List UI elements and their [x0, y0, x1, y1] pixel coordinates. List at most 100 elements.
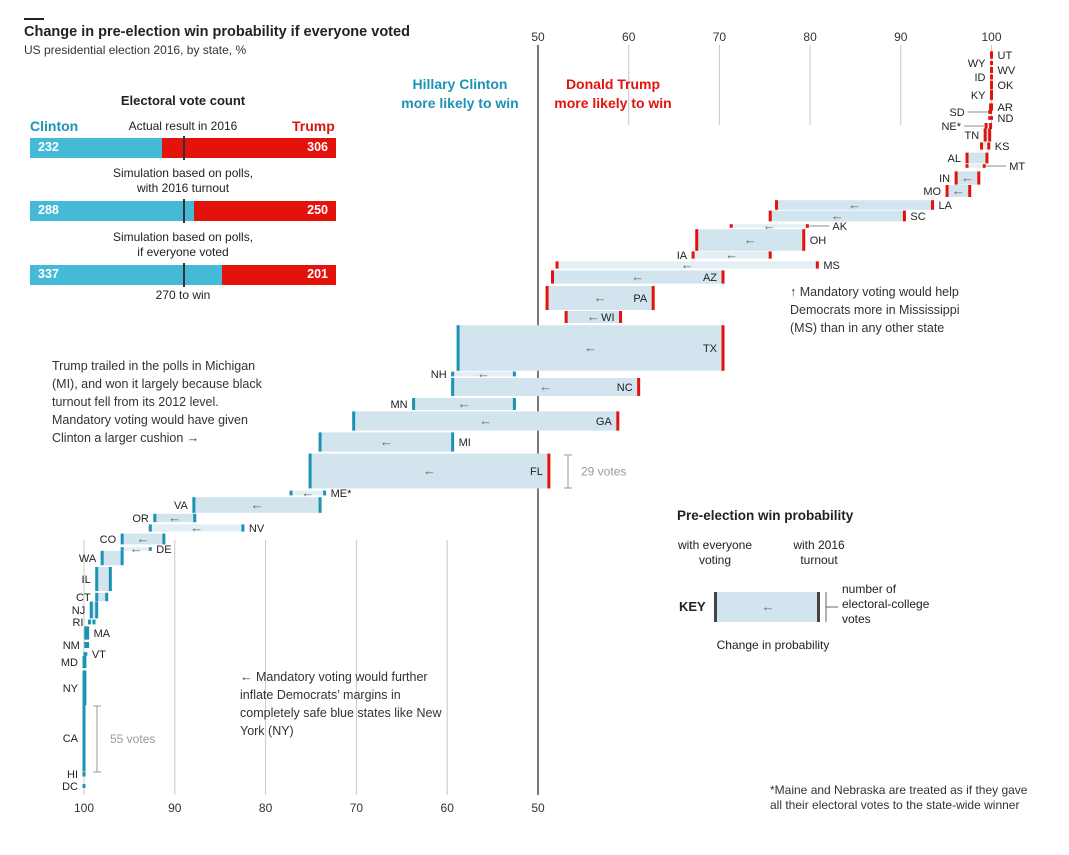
- ev-bar-everyone: 337 201: [30, 263, 336, 287]
- marker-2016-co: [162, 533, 166, 545]
- marker-everyone-il: [95, 567, 99, 591]
- top-axis-tick-70: 70: [713, 30, 727, 44]
- band-mi: [320, 432, 453, 452]
- ev-bar-2016turnout: 288 250: [30, 199, 336, 223]
- marker-2016-ri: [92, 619, 96, 625]
- state-label-co: CO: [100, 534, 117, 546]
- trump-legend-line2: more likely to win: [554, 95, 672, 111]
- marker-2016-tx: [721, 325, 725, 371]
- band-mt: [967, 164, 985, 168]
- arrow-az: ←: [631, 269, 644, 284]
- ev-caption-actual-line1: Actual result in 2016: [128, 119, 238, 133]
- marker-everyone-tn: [983, 128, 987, 142]
- marker-everyone-ga: [352, 411, 356, 431]
- bottom-axis-tick-90: 90: [168, 801, 182, 815]
- marker-2016-fl: [547, 453, 551, 489]
- arrow-tx: ←: [584, 340, 597, 355]
- state-label-ri: RI: [72, 617, 83, 629]
- newyork-annotation-line3: completely safe blue states like New: [240, 706, 442, 720]
- state-label-id: ID: [975, 72, 986, 84]
- marker-everyone-ca: [82, 705, 86, 771]
- marker-everyone-mt: [965, 164, 969, 168]
- state-label-ia: IA: [677, 250, 688, 262]
- marker-everyone-wv: [990, 67, 993, 73]
- ev-bar-everyone-clinton: [30, 265, 222, 285]
- marker-2016-de: [148, 547, 152, 551]
- mississippi-annotation-line2: Democrats more in Mississippi: [790, 303, 960, 317]
- band-ia: [693, 251, 771, 259]
- top-axis-tick-90: 90: [894, 30, 908, 44]
- marker-everyone-tx: [456, 325, 460, 371]
- key-right-label: with 2016 turnout: [769, 538, 869, 568]
- footnote-line2: all their electoral votes to the state-w…: [770, 798, 1020, 812]
- trump-legend-line1: Donald Trump: [565, 76, 661, 92]
- arrow-or: ←: [168, 510, 181, 525]
- marker-2016-mn: [512, 398, 516, 410]
- marker-2016-ga: [616, 411, 620, 431]
- arrow-sc: ←: [831, 208, 844, 223]
- marker-2016-al: [985, 152, 989, 164]
- state-label-oh: OH: [810, 235, 827, 247]
- marker-everyone-az: [551, 270, 555, 284]
- mississippi-annotation: ↑ Mandatory voting would help Democrats …: [790, 283, 1020, 337]
- key-side-label: number of electoral-college votes: [842, 582, 929, 627]
- arrow-oh: ←: [744, 232, 757, 247]
- chart-title: Change in pre-election win probability i…: [24, 24, 410, 40]
- ev-2016turnout-270-marker: [182, 199, 185, 223]
- ev-bar-everyone-trump: [221, 265, 336, 285]
- band-ms: [557, 261, 818, 269]
- marker-2016-or: [193, 513, 197, 523]
- top-axis-tick-50: 50: [531, 30, 545, 44]
- arrow-mo: ←: [952, 183, 965, 198]
- marker-everyone-ar: [989, 103, 993, 111]
- key-side-label-line1: number of: [842, 582, 897, 596]
- marker-2016-sc: [902, 210, 906, 222]
- marker-2016-nm: [86, 642, 90, 648]
- marker-everyone-mo: [945, 185, 949, 197]
- state-label-la: LA: [939, 200, 953, 212]
- key-word: KEY: [679, 599, 706, 614]
- marker-everyone-nc: [451, 378, 455, 396]
- state-label-ga: GA: [596, 416, 613, 428]
- marker-2016-ms: [815, 261, 819, 269]
- ev-bar-2016turnout-clinton: [30, 201, 194, 221]
- band-de: [122, 547, 151, 551]
- state-label-wi: WI: [601, 312, 614, 324]
- marker-everyone-wi: [564, 311, 568, 323]
- marker-2016-ks: [987, 142, 991, 150]
- title-rule: [24, 18, 44, 20]
- arrow-in: ←: [961, 170, 974, 185]
- marker-2016-ia: [768, 251, 772, 259]
- marker-2016-in: [977, 171, 981, 185]
- marker-everyone-id: [990, 74, 993, 80]
- marker-everyone-co: [120, 533, 124, 545]
- marker-2016-az: [721, 270, 725, 284]
- arrow-co: ←: [137, 531, 150, 546]
- band-sc: [770, 210, 905, 222]
- marker-2016-mt: [982, 164, 986, 168]
- ev-caption-everyone-line1: Simulation based on polls,: [112, 230, 254, 244]
- marker-everyone-ri: [87, 619, 91, 625]
- ev-bar-actual-clinton: [30, 138, 162, 158]
- bottom-axis-tick-80: 80: [259, 801, 273, 815]
- clinton-legend-line2: more likely to win: [401, 95, 519, 111]
- state-label-tn: TN: [964, 130, 979, 142]
- marker-2016-mo: [968, 185, 972, 197]
- band-al: [967, 152, 987, 164]
- ev-bar-actual: 232 306: [30, 136, 336, 160]
- marker-2016-tn: [988, 128, 992, 142]
- marker-2016-ne: [989, 123, 993, 129]
- key-side-label-line2: electoral-college: [842, 597, 930, 611]
- state-label-ks: KS: [995, 141, 1010, 153]
- marker-everyone-nd: [988, 116, 992, 120]
- bracket-29-label: 29 votes: [581, 465, 626, 479]
- band-ri: [89, 619, 94, 625]
- key-bottom-label: Change in probability: [716, 638, 830, 652]
- marker-everyone-oh: [695, 229, 699, 251]
- marker-everyone-de: [120, 547, 124, 551]
- michigan-annotation-line5: Clinton a larger cushion →: [52, 431, 200, 445]
- marker-everyone-mi: [318, 432, 322, 452]
- state-label-wa: WA: [79, 553, 97, 565]
- state-label-sc: SC: [910, 211, 925, 223]
- marker-everyone-ky: [990, 90, 993, 100]
